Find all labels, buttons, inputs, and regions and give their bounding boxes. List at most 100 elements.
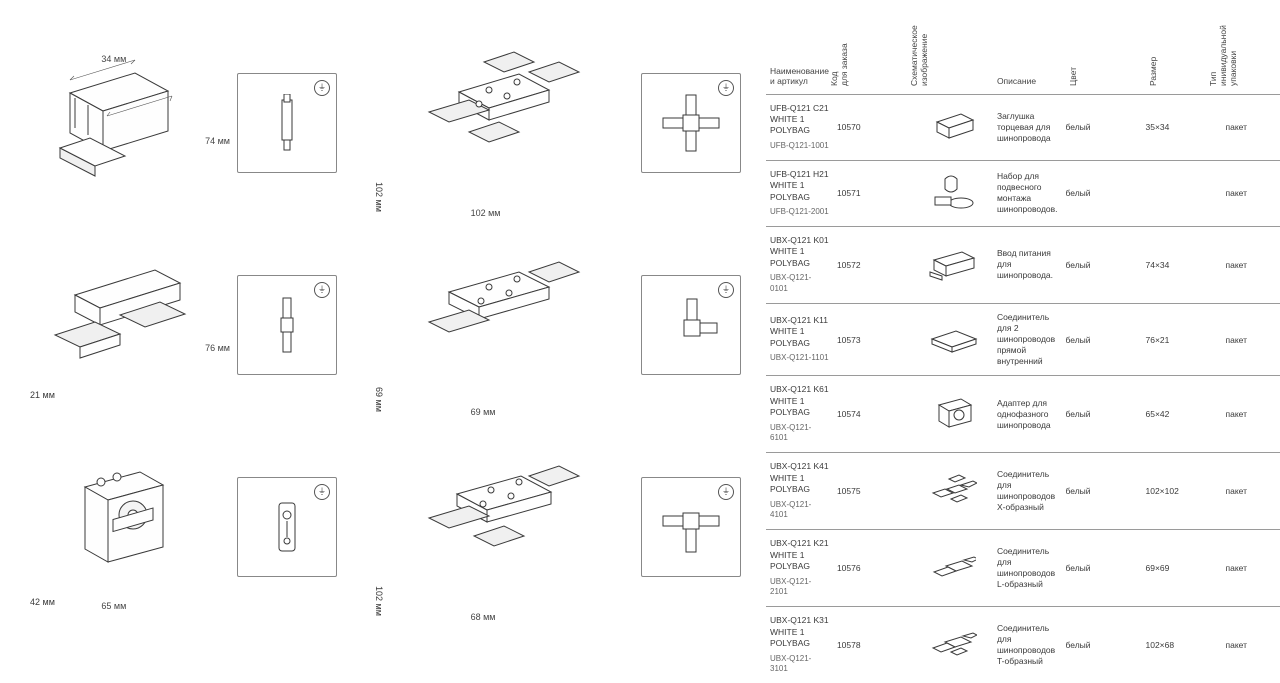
cell-color: белый: [1062, 303, 1142, 375]
table-row: UBX-Q121 K11 WHITE 1 POLYBAG UBX-Q121-11…: [766, 303, 1280, 375]
ground-icon: ⏚: [314, 484, 330, 500]
cell-name: UBX-Q121 K61 WHITE 1 POLYBAG UBX-Q121-61…: [766, 376, 833, 453]
cell-code: 10571: [833, 160, 913, 226]
ground-icon: ⏚: [718, 282, 734, 298]
cell-pkg: пакет: [1222, 303, 1280, 375]
cell-desc: Соединитель для шинопроводов L-образный: [993, 530, 1062, 607]
cell-thumb: [913, 607, 993, 683]
diagram-straight-mini: ⏚: [222, 275, 352, 375]
cell-color: белый: [1062, 226, 1142, 303]
cell-name: UFB-Q121 C21 WHITE 1 POLYBAG UFB-Q121-10…: [766, 94, 833, 160]
dim-label: 102 мм: [471, 208, 501, 218]
ground-icon: ⏚: [718, 80, 734, 96]
cell-name: UBX-Q121 K31 WHITE 1 POLYBAG UBX-Q121-31…: [766, 607, 833, 683]
dim-label: 21 мм: [30, 390, 55, 400]
cell-thumb: [913, 453, 993, 530]
cell-thumb: [913, 376, 993, 453]
cell-desc: Заглушка торцевая для шинопровода: [993, 94, 1062, 160]
col-img: Схематическое изображение: [913, 22, 993, 94]
cell-desc: Адаптер для однофазного шинопровода: [993, 376, 1062, 453]
cell-thumb: [913, 530, 993, 607]
cell-color: белый: [1062, 376, 1142, 453]
table-body: UFB-Q121 C21 WHITE 1 POLYBAG UFB-Q121-10…: [766, 94, 1280, 683]
col-color: Цвет: [1062, 22, 1142, 94]
table-row: UBX-Q121 K31 WHITE 1 POLYBAG UBX-Q121-31…: [766, 607, 1280, 683]
dim-label: 34 мм: [101, 54, 126, 64]
cell-pkg: пакет: [1222, 607, 1280, 683]
diagram-x-mini: ⏚: [626, 73, 756, 173]
cell-pkg: пакет: [1222, 453, 1280, 530]
dim-label: 102 мм: [374, 586, 384, 616]
spec-table: Наименование и артикул Код для заказа Сх…: [766, 22, 1280, 683]
diagram-feed-mini: ⏚: [222, 73, 352, 173]
cell-name: UBX-Q121 K01 WHITE 1 POLYBAG UBX-Q121-01…: [766, 226, 833, 303]
cell-desc: Соединитель для шинопроводов T-образный: [993, 607, 1062, 683]
table-row: UBX-Q121 K21 WHITE 1 POLYBAG UBX-Q121-21…: [766, 530, 1280, 607]
diagram-l-iso: 69 мм 69 мм: [374, 237, 604, 414]
diagram-adapter-iso: 65 мм 42 мм: [30, 447, 200, 607]
cell-thumb: [913, 94, 993, 160]
cell-size: 35×34: [1142, 94, 1222, 160]
cell-pkg: пакет: [1222, 160, 1280, 226]
cell-name: UBX-Q121 K41 WHITE 1 POLYBAG UBX-Q121-41…: [766, 453, 833, 530]
cell-pkg: пакет: [1222, 226, 1280, 303]
table-row: UBX-Q121 K41 WHITE 1 POLYBAG UBX-Q121-41…: [766, 453, 1280, 530]
col-code: Код для заказа: [833, 22, 913, 94]
table-row: UFB-Q121 H21 WHITE 1 POLYBAG UFB-Q121-20…: [766, 160, 1280, 226]
cell-size: 102×102: [1142, 453, 1222, 530]
dim-label: 69 мм: [471, 407, 496, 417]
col-desc: Описание: [993, 22, 1062, 94]
table-row: UFB-Q121 C21 WHITE 1 POLYBAG UFB-Q121-10…: [766, 94, 1280, 160]
cell-size: 74×34: [1142, 226, 1222, 303]
dim-label: 65 мм: [101, 601, 126, 611]
cell-size: [1142, 160, 1222, 226]
table-head: Наименование и артикул Код для заказа Сх…: [766, 22, 1280, 94]
cell-thumb: [913, 226, 993, 303]
dim-label: 42 мм: [30, 597, 55, 607]
cell-size: 102×68: [1142, 607, 1222, 683]
cell-name: UBX-Q121 K21 WHITE 1 POLYBAG UBX-Q121-21…: [766, 530, 833, 607]
cell-thumb: [913, 160, 993, 226]
cell-color: белый: [1062, 160, 1142, 226]
diagrams-grid: 34 мм 74 мм ⏚: [0, 0, 760, 659]
cell-pkg: пакет: [1222, 530, 1280, 607]
cell-code: 10572: [833, 226, 913, 303]
cell-code: 10575: [833, 453, 913, 530]
cell-thumb: [913, 303, 993, 375]
diagram-x-iso: 102 мм 102 мм: [374, 32, 604, 214]
cell-desc: Соединитель для 2 шинопроводов прямой вн…: [993, 303, 1062, 375]
cell-size: 76×21: [1142, 303, 1222, 375]
diagram-straight-iso: 76 мм 21 мм: [30, 250, 200, 400]
cell-code: 10576: [833, 530, 913, 607]
cell-size: 69×69: [1142, 530, 1222, 607]
col-name: Наименование и артикул: [766, 22, 833, 94]
col-pkg: Тип инивидуальной упаковки: [1222, 22, 1280, 94]
table-row: UBX-Q121 K61 WHITE 1 POLYBAG UBX-Q121-61…: [766, 376, 1280, 453]
ground-icon: ⏚: [314, 80, 330, 96]
cell-pkg: пакет: [1222, 94, 1280, 160]
diagram-t-iso: 68 мм 102 мм: [374, 436, 604, 618]
dim-label: 69 мм: [374, 387, 384, 412]
cell-size: 65×42: [1142, 376, 1222, 453]
cell-code: 10578: [833, 607, 913, 683]
cell-desc: Набор для подвесного монтажа шинопроводо…: [993, 160, 1062, 226]
spec-table-wrap: Наименование и артикул Код для заказа Сх…: [760, 0, 1280, 659]
table-row: UBX-Q121 K01 WHITE 1 POLYBAG UBX-Q121-01…: [766, 226, 1280, 303]
diagram-l-mini: ⏚: [626, 275, 756, 375]
cell-desc: Ввод питания для шинопровода.: [993, 226, 1062, 303]
dim-label: 102 мм: [374, 182, 384, 212]
cell-code: 10574: [833, 376, 913, 453]
cell-code: 10573: [833, 303, 913, 375]
ground-icon: ⏚: [718, 484, 734, 500]
cell-color: белый: [1062, 607, 1142, 683]
cell-color: белый: [1062, 453, 1142, 530]
cell-name: UFB-Q121 H21 WHITE 1 POLYBAG UFB-Q121-20…: [766, 160, 833, 226]
cell-pkg: пакет: [1222, 376, 1280, 453]
diagram-feed-iso: 34 мм 74 мм: [30, 58, 200, 188]
cell-desc: Соединитель для шинопроводов X-образный: [993, 453, 1062, 530]
diagram-t-mini: ⏚: [626, 477, 756, 577]
cell-color: белый: [1062, 94, 1142, 160]
diagram-adapter-mini: ⏚: [222, 477, 352, 577]
cell-code: 10570: [833, 94, 913, 160]
ground-icon: ⏚: [314, 282, 330, 298]
